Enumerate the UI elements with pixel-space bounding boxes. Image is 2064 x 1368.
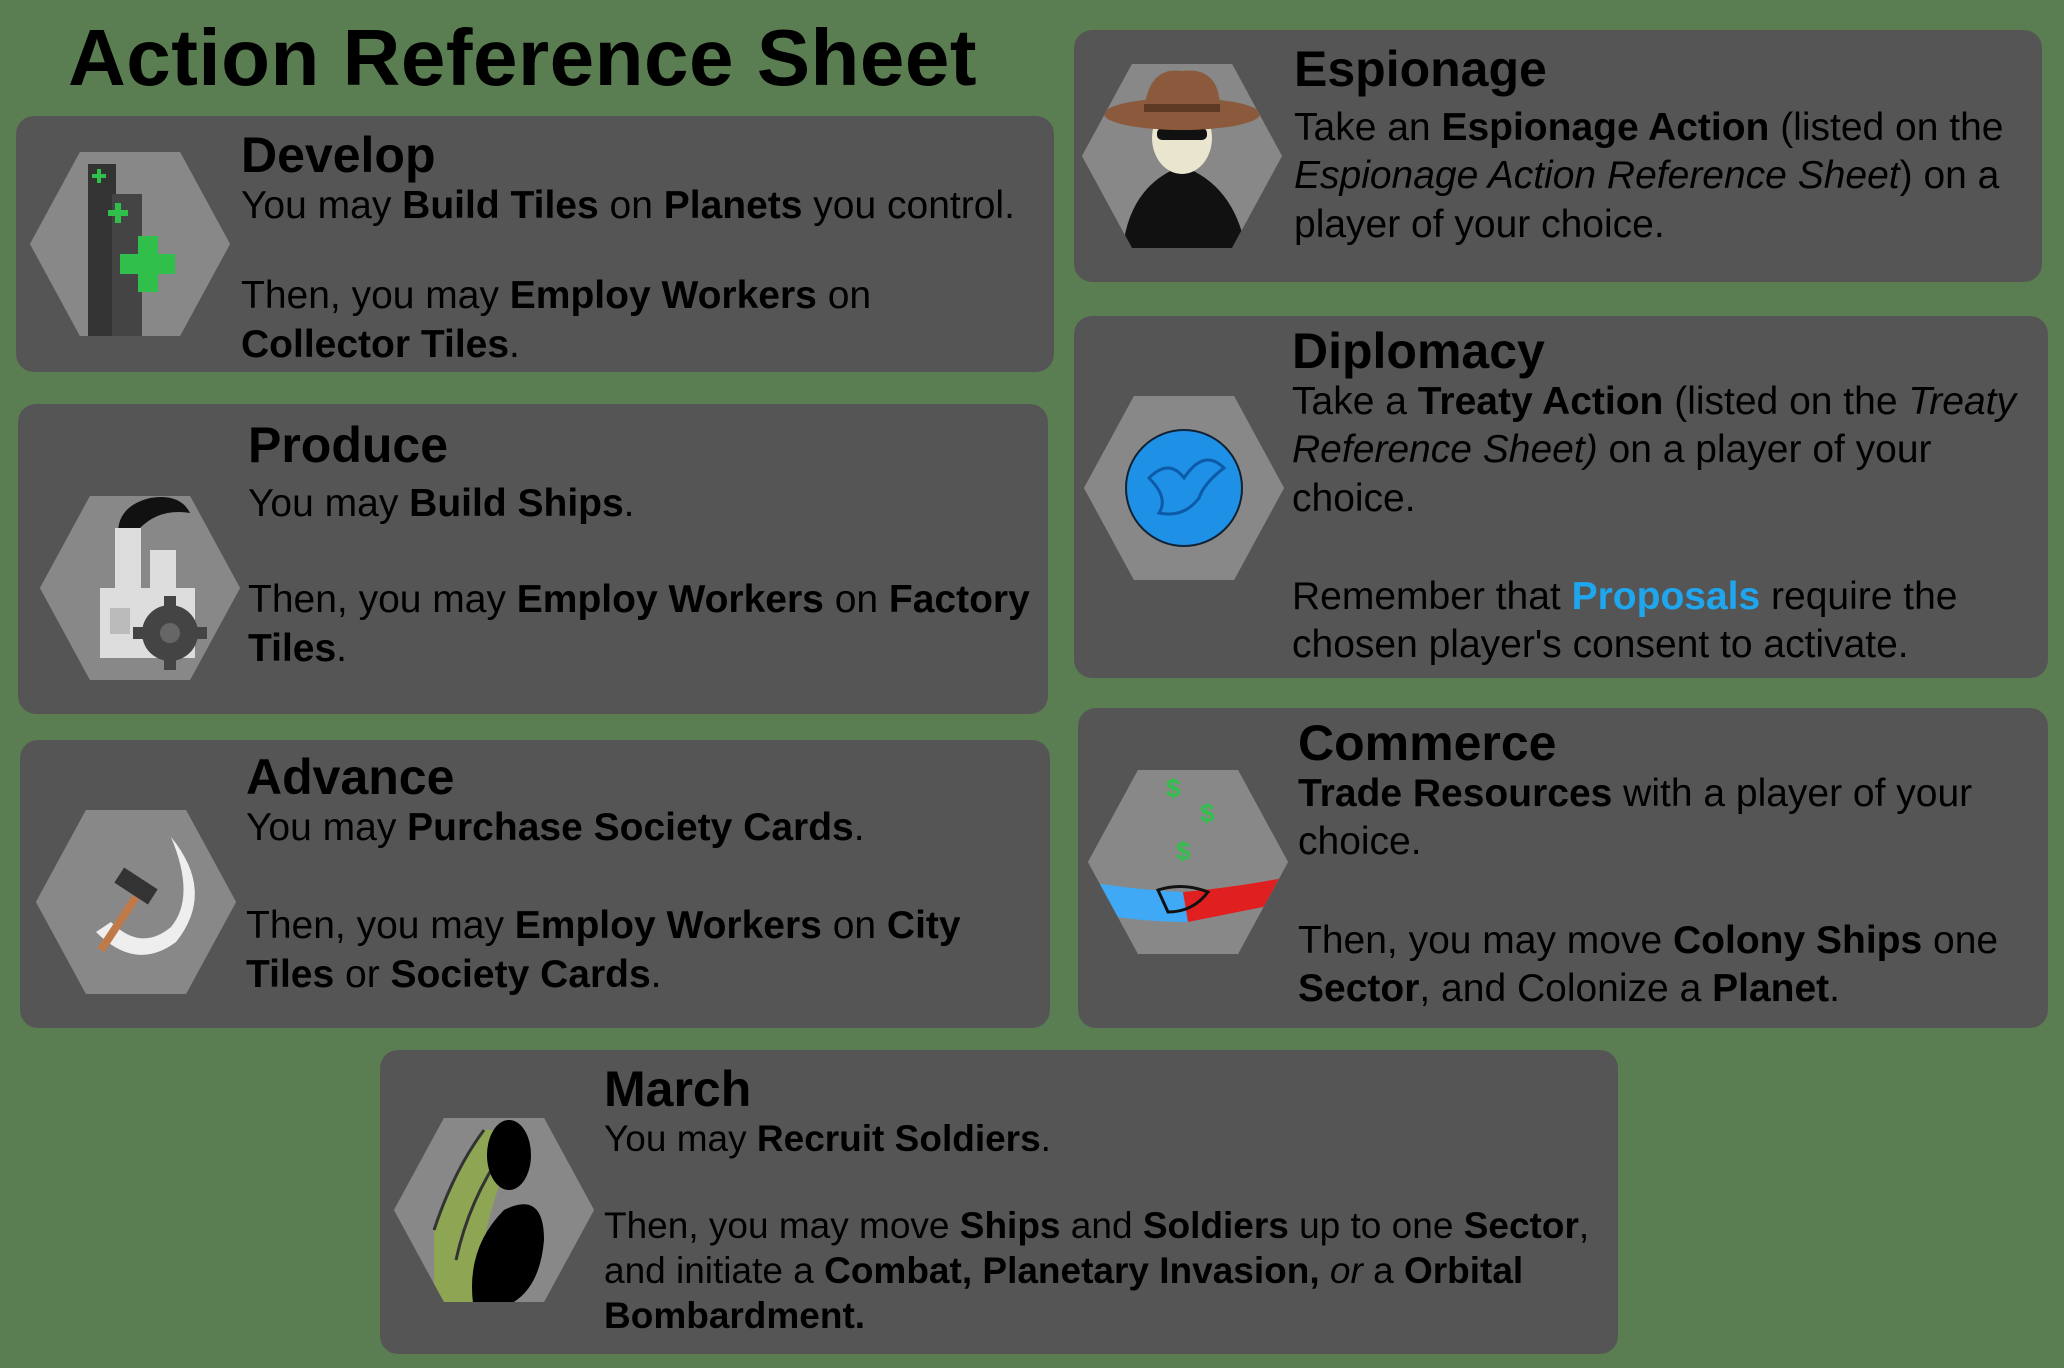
factory-gear-icon (40, 496, 240, 680)
card-title: Commerce (1298, 715, 1557, 771)
card-text-1: Take an Espionage Action (listed on the … (1294, 106, 2004, 246)
card-text-2: Remember that Proposals require the chos… (1292, 575, 1958, 667)
card-title: Espionage (1294, 41, 1547, 97)
svg-text:$: $ (1176, 836, 1191, 866)
card-title: Develop (241, 127, 436, 183)
card-diplomacy: Diplomacy Take a Treaty Action (listed o… (1074, 316, 2048, 678)
tower-build-icon (30, 152, 230, 336)
card-text-1: You may Purchase Society Cards. (246, 806, 865, 849)
card-title: Produce (248, 417, 449, 473)
svg-text:$: $ (1166, 773, 1181, 803)
card-text-2: Then, you may move Colony Ships one Sect… (1298, 918, 1999, 1011)
card-espionage: Espionage Take an Espionage Action (list… (1074, 30, 2042, 282)
hammer-sickle-icon (36, 810, 236, 994)
card-advance: Advance You may Purchase Society Cards. … (20, 740, 1050, 1028)
page-title: Action Reference Sheet (68, 13, 978, 102)
handshake-money-icon: $ $ $ (1088, 770, 1288, 954)
boot-march-icon (394, 1118, 594, 1302)
card-text-2: Then, you may Employ Workers on City Til… (246, 904, 961, 996)
card-title: Diplomacy (1292, 323, 1545, 379)
card-develop: Develop You may Build Tiles on Planets y… (16, 116, 1054, 372)
card-march: March You may Recruit Soldiers. Then, yo… (380, 1050, 1618, 1354)
card-text-1: Trade Resources with a player of your ch… (1298, 772, 1973, 864)
card-text-1: You may Build Tiles on Planets you contr… (241, 184, 1015, 227)
card-title: Advance (246, 749, 455, 805)
card-text-1: You may Build Ships. (248, 482, 635, 525)
proposals-link[interactable]: Proposals (1571, 575, 1761, 619)
spy-icon (1082, 64, 1282, 248)
card-text-2: Then, you may Employ Workers on Factory … (248, 578, 1030, 670)
card-text-1: You may Recruit Soldiers. (604, 1118, 1051, 1159)
card-text-1: Take a Treaty Action (listed on the Trea… (1292, 380, 2016, 520)
card-title: March (604, 1061, 752, 1117)
card-commerce: $ $ $ Commerce Trade Resources with a pl… (1078, 708, 2048, 1028)
svg-text:$: $ (1200, 798, 1215, 828)
card-text-2: Then, you may Employ Workers on Collecto… (241, 274, 872, 366)
card-produce: Produce You may Build Ships. Then, you m… (18, 404, 1048, 714)
dove-icon (1084, 396, 1284, 580)
card-text-2: Then, you may move Ships and Soldiers up… (604, 1205, 1590, 1337)
